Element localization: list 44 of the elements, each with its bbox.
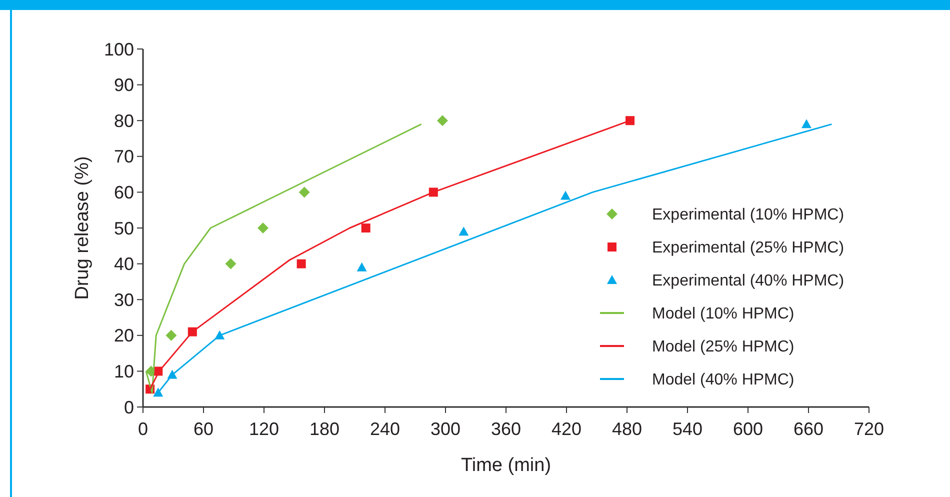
y-tick-label: 10 <box>114 362 134 382</box>
y-axis-title: Drug release (%) <box>72 156 93 300</box>
legend-label: Experimental (40% HPMC) <box>652 272 844 290</box>
point <box>801 119 812 128</box>
legend-label: Model (40% HPMC) <box>652 372 794 389</box>
legend-label: Experimental (25% HPMC) <box>652 240 844 257</box>
y-tick-label: 80 <box>114 110 134 131</box>
x-tick-label: 600 <box>732 419 764 439</box>
legend-label: Model (25% HPMC) <box>652 338 794 356</box>
x-tick-label: 120 <box>248 419 280 439</box>
point <box>458 226 469 236</box>
point <box>436 115 448 126</box>
y-tick-label: 0 <box>124 397 134 418</box>
point <box>257 222 268 234</box>
y-tick-label: 30 <box>114 290 134 310</box>
x-tick-label: 720 <box>854 419 884 439</box>
point <box>560 190 570 200</box>
point <box>626 116 635 126</box>
y-tick-label: 50 <box>114 218 134 238</box>
x-tick-label: 180 <box>309 419 340 439</box>
x-tick-label: 420 <box>551 419 582 439</box>
x-tick-label: 660 <box>793 419 824 439</box>
y-tick-label: 20 <box>114 326 134 346</box>
x-tick-label: 240 <box>370 419 400 439</box>
point <box>225 258 236 270</box>
x-tick-label: 300 <box>430 419 461 439</box>
x-tick-label: 360 <box>490 419 522 439</box>
y-tick-label: 70 <box>114 146 134 167</box>
point <box>166 330 177 341</box>
y-tick-label: 40 <box>114 254 134 274</box>
x-tick-label: 540 <box>672 419 703 439</box>
point <box>296 259 306 268</box>
legend-label: Experimental (10% HPMC) <box>652 206 844 224</box>
point <box>361 224 370 232</box>
x-tick-label: 60 <box>193 419 214 439</box>
x-axis-title: Time (min) <box>460 455 552 476</box>
y-tick-label: 100 <box>104 39 134 60</box>
x-tick-label: 480 <box>612 419 642 439</box>
point <box>356 262 367 272</box>
y-tick-label: 90 <box>114 75 134 96</box>
x-tick-label: 0 <box>138 419 148 439</box>
point <box>298 186 310 198</box>
y-tick-label: 60 <box>114 182 134 202</box>
legend-label: Model (10% HPMC) <box>652 306 794 323</box>
